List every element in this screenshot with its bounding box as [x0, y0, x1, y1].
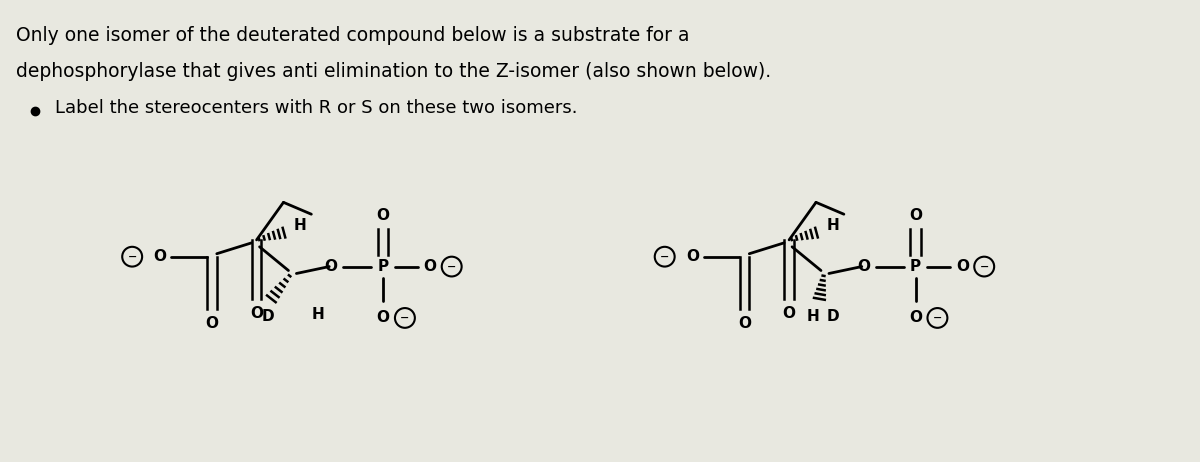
Text: −: − — [127, 252, 137, 261]
Text: Only one isomer of the deuterated compound below is a substrate for a: Only one isomer of the deuterated compou… — [16, 26, 689, 45]
Text: O: O — [377, 310, 390, 325]
Text: H: H — [827, 218, 839, 232]
Text: O: O — [250, 306, 263, 322]
Text: O: O — [782, 306, 796, 322]
Text: P: P — [910, 259, 922, 274]
Text: O: O — [738, 316, 751, 331]
Text: dephosphorylase that gives anti elimination to the Z-isomer (also shown below).: dephosphorylase that gives anti eliminat… — [16, 62, 770, 81]
Text: H: H — [806, 310, 820, 324]
Text: −: − — [660, 252, 670, 261]
Text: O: O — [154, 249, 167, 264]
Text: O: O — [910, 208, 922, 223]
Text: O: O — [686, 249, 700, 264]
Text: Label the stereocenters with R or S on these two isomers.: Label the stereocenters with R or S on t… — [54, 99, 577, 117]
Text: D: D — [262, 310, 274, 324]
Text: P: P — [378, 259, 389, 274]
Text: O: O — [424, 259, 437, 274]
Text: O: O — [857, 259, 870, 274]
Text: D: D — [827, 310, 839, 324]
Text: −: − — [932, 313, 942, 323]
Text: O: O — [910, 310, 922, 325]
Text: −: − — [448, 261, 456, 272]
Text: H: H — [294, 218, 307, 232]
Text: −: − — [401, 313, 409, 323]
Text: O: O — [377, 208, 390, 223]
Text: O: O — [325, 259, 337, 274]
Text: −: − — [979, 261, 989, 272]
Text: O: O — [205, 316, 218, 331]
Text: O: O — [956, 259, 968, 274]
Text: H: H — [312, 308, 325, 322]
